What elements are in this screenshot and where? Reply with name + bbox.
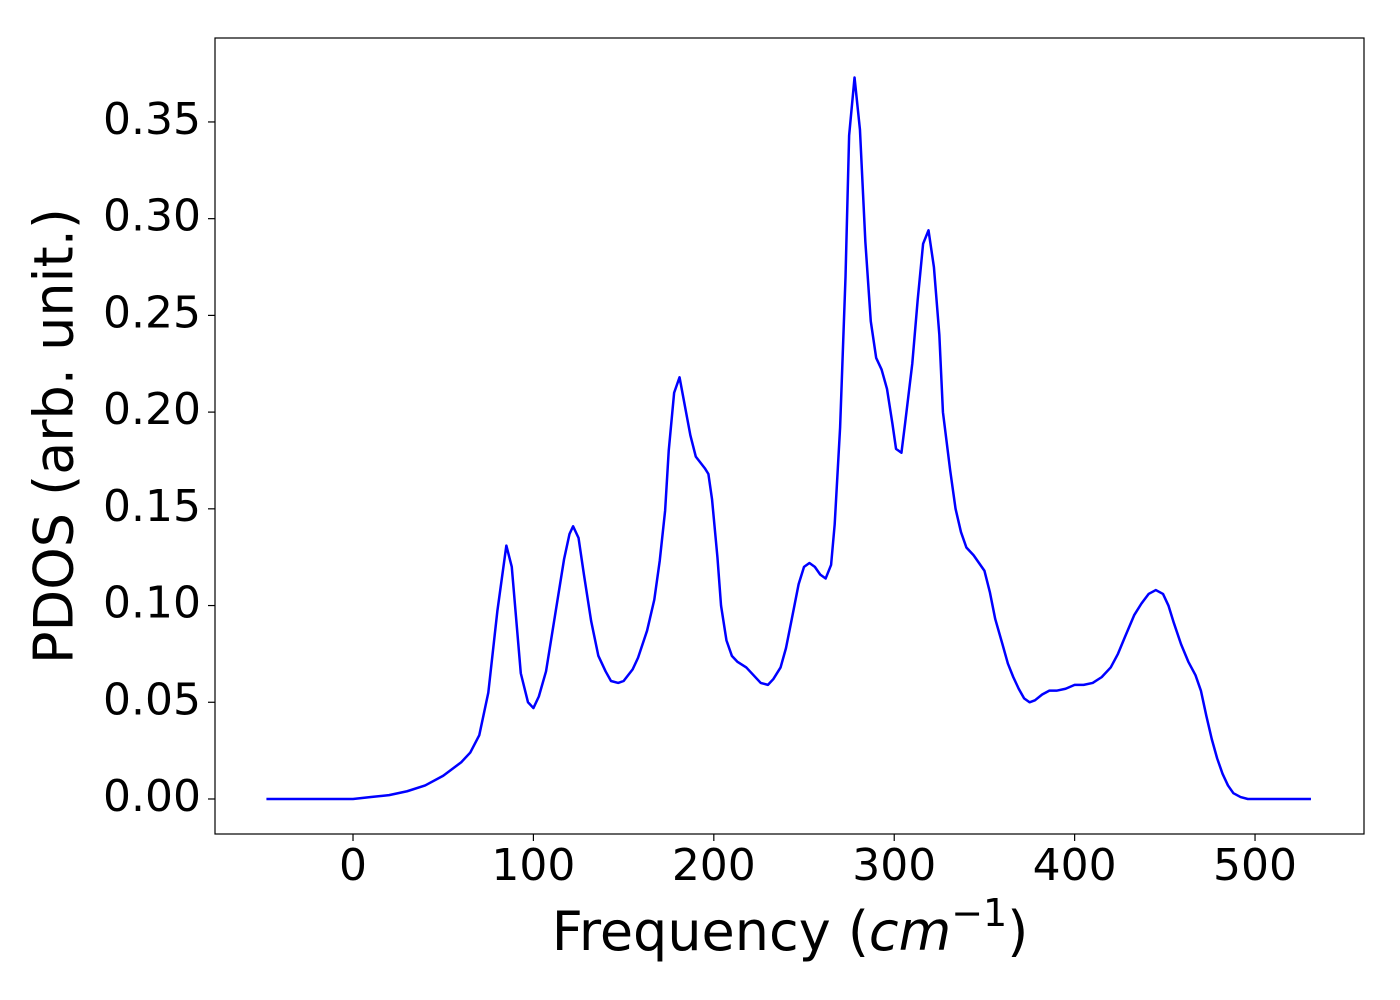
y-tick-label: 0.35 (103, 94, 201, 145)
y-tick-label: 0.30 (103, 191, 201, 242)
x-label-part: ) (1007, 900, 1028, 963)
x-label-part: cm (869, 900, 951, 963)
y-tick-label: 0.05 (103, 674, 201, 725)
y-tick-label: 0.25 (103, 287, 201, 338)
y-tick-label: 0.10 (103, 578, 201, 629)
x-tick-label: 500 (1213, 840, 1297, 891)
x-label-part: Frequency ( (552, 900, 869, 963)
line (266, 76, 1311, 801)
x-axis-label: Frequency (cm−1) (552, 891, 1029, 963)
x-tick-label: 0 (339, 840, 367, 891)
x-tick-label: 300 (852, 840, 936, 891)
x-tick-label: 200 (672, 840, 756, 891)
y-axis-label: PDOS (arb. unit.) (23, 208, 86, 664)
plot-frame (214, 37, 1365, 835)
y-tick-label: 0.20 (103, 384, 201, 435)
x-tick-label: 100 (491, 840, 575, 891)
y-tick-label: 0.00 (103, 771, 201, 822)
x-label-part: −1 (951, 891, 1007, 935)
x-tick-label: 400 (1033, 840, 1117, 891)
y-tick-label: 0.15 (103, 481, 201, 532)
